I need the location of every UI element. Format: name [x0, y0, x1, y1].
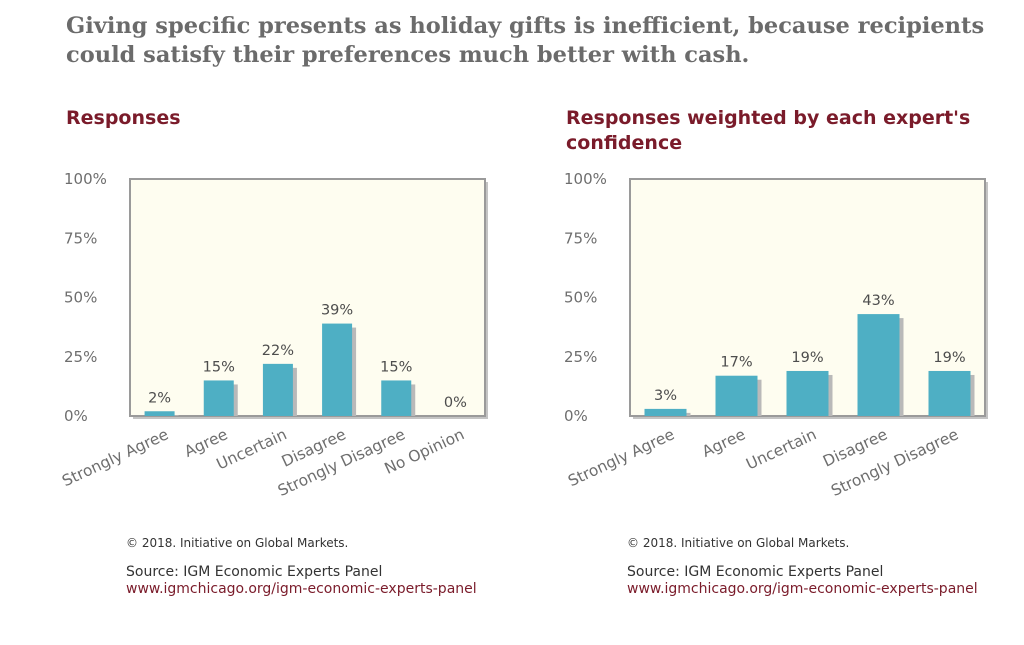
x-tick-label: Uncertain	[743, 425, 819, 473]
plot-area	[129, 178, 486, 417]
value-label-strongly-agree: 2%	[148, 390, 171, 406]
footer-right: © 2018. Initiative on Global Markets. So…	[627, 536, 987, 599]
copyright-text: © 2018. Initiative on Global Markets.	[126, 536, 349, 550]
value-label-agree: 15%	[203, 359, 235, 375]
responses-bar-chart: 0%25%50%75%100%2%Strongly Agree15%Agree2…	[59, 170, 488, 500]
chart-title-responses: Responses	[66, 107, 181, 129]
source-link[interactable]: www.igmchicago.org/igm-economic-experts-…	[627, 581, 978, 597]
x-tick-label: Agree	[699, 425, 748, 461]
y-tick-label: 75%	[64, 229, 97, 247]
value-label-uncertain: 19%	[791, 350, 823, 366]
y-tick-label: 100%	[564, 170, 607, 188]
y-tick-label: 75%	[564, 229, 597, 247]
y-tick-label: 50%	[64, 289, 97, 307]
y-tick-label: 25%	[64, 348, 97, 366]
value-label-no-opinion: 0%	[444, 395, 467, 411]
x-tick-label: Strongly Disagree	[828, 425, 961, 500]
footer-left: © 2018. Initiative on Global Markets. So…	[126, 536, 486, 599]
bar-strongly-agree	[144, 411, 175, 416]
value-label-strongly-agree: 3%	[654, 388, 677, 404]
y-tick-label: 0%	[64, 407, 88, 425]
y-tick-label: 0%	[564, 407, 588, 425]
source-link[interactable]: www.igmchicago.org/igm-economic-experts-…	[126, 581, 477, 597]
bar-strongly-agree	[644, 408, 687, 416]
page-headline: Giving specific presents as holiday gift…	[66, 13, 985, 68]
value-label-disagree: 43%	[862, 293, 894, 309]
source-text: Source: IGM Economic Experts Panel	[627, 564, 884, 580]
bar-uncertain	[786, 370, 829, 416]
chart-title-weighted: Responses weighted by each expert's conf…	[566, 107, 971, 154]
x-tick-label: Strongly Agree	[565, 425, 677, 490]
source-text: Source: IGM Economic Experts Panel	[126, 564, 383, 580]
value-label-disagree: 39%	[321, 303, 353, 319]
bar-uncertain	[262, 363, 293, 416]
value-label-strongly-disagree: 15%	[380, 359, 412, 375]
value-label-uncertain: 22%	[262, 343, 294, 359]
value-label-strongly-disagree: 19%	[933, 350, 965, 366]
bar-disagree	[322, 323, 353, 416]
bar-disagree	[857, 314, 900, 416]
bar-strongly-disagree	[381, 380, 412, 416]
bar-strongly-disagree	[928, 370, 971, 416]
y-tick-label: 100%	[64, 170, 107, 188]
x-tick-label: Strongly Agree	[59, 425, 171, 490]
y-tick-label: 50%	[564, 289, 597, 307]
value-label-agree: 17%	[720, 355, 752, 371]
bar-agree	[203, 380, 234, 416]
bar-agree	[715, 375, 758, 416]
weighted-responses-bar-chart: 0% 25% 50% 75% 100% 3% Strongly Agree 17% Agree 1…	[564, 170, 988, 500]
y-tick-label: 25%	[564, 348, 597, 366]
copyright-text: © 2018. Initiative on Global Markets.	[627, 536, 850, 550]
